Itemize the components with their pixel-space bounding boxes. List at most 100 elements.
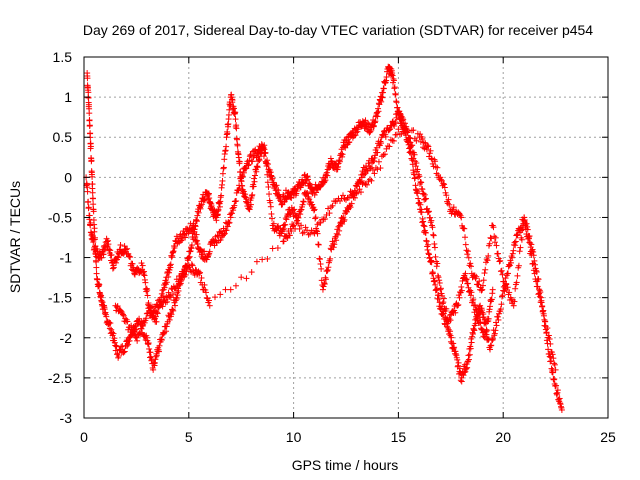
- data-point: [125, 253, 132, 260]
- data-point: [297, 207, 304, 214]
- data-point: [221, 231, 228, 238]
- data-point: [84, 188, 91, 195]
- data-point: [246, 153, 253, 160]
- data-point: [232, 116, 239, 123]
- data-point: [254, 164, 261, 171]
- data-point: [325, 205, 332, 212]
- data-point: [390, 77, 397, 84]
- data-point: [312, 215, 319, 222]
- data-point: [306, 196, 313, 203]
- data-point: [418, 209, 425, 216]
- data-point: [465, 358, 472, 365]
- data-point: [156, 342, 163, 349]
- data-point: [201, 197, 208, 204]
- data-point: [249, 158, 256, 165]
- data-point: [547, 340, 554, 347]
- data-point: [417, 201, 424, 208]
- data-point: [314, 221, 321, 228]
- data-point: [434, 285, 441, 292]
- x-tick-label: 0: [80, 429, 88, 445]
- data-point: [269, 245, 276, 252]
- data-point: [173, 295, 180, 302]
- data-point: [430, 231, 437, 238]
- data-point: [261, 150, 268, 157]
- y-tick-label: -2.5: [48, 370, 72, 386]
- data-point: [91, 225, 98, 232]
- data-point: [463, 247, 470, 254]
- data-point: [96, 281, 103, 288]
- data-point: [506, 262, 513, 269]
- data-point: [193, 231, 200, 238]
- data-point: [269, 215, 276, 222]
- data-point: [414, 188, 421, 195]
- data-point: [324, 172, 331, 179]
- data-point: [267, 203, 274, 210]
- data-point: [469, 330, 476, 337]
- data-point: [274, 223, 281, 230]
- data-point: [432, 281, 439, 288]
- data-point: [236, 182, 243, 189]
- data-point: [299, 230, 306, 237]
- data-point: [432, 253, 439, 260]
- data-point: [213, 217, 220, 224]
- data-point: [377, 165, 384, 172]
- data-point: [264, 171, 271, 178]
- data-point: [516, 248, 523, 255]
- data-point: [222, 286, 229, 293]
- data-point: [517, 244, 524, 251]
- data-point: [436, 277, 443, 284]
- data-point: [551, 361, 558, 368]
- data-point: [136, 315, 143, 322]
- data-point: [131, 271, 138, 278]
- data-point: [390, 137, 397, 144]
- data-point: [492, 234, 499, 241]
- data-point: [182, 234, 189, 241]
- data-point: [168, 311, 175, 318]
- data-point: [186, 253, 193, 260]
- y-axis-label: SDTVAR / TECUs: [7, 181, 23, 293]
- data-point: [216, 203, 223, 210]
- data-point: [188, 242, 195, 249]
- data-point: [488, 296, 495, 303]
- data-point: [514, 272, 521, 279]
- data-point: [217, 291, 224, 298]
- data-point: [380, 151, 387, 158]
- data-point: [389, 72, 396, 79]
- data-point: [455, 359, 462, 366]
- data-point: [420, 222, 427, 229]
- data-point: [387, 136, 394, 143]
- data-point: [138, 260, 145, 267]
- data-point: [90, 236, 97, 243]
- data-point: [103, 313, 110, 320]
- data-point: [86, 110, 93, 117]
- data-point: [93, 270, 100, 277]
- data-point: [392, 91, 399, 98]
- data-point: [108, 251, 115, 258]
- data-point: [86, 122, 93, 129]
- data-point: [368, 127, 375, 134]
- data-point: [236, 158, 243, 165]
- data-point: [251, 178, 258, 185]
- data-point: [250, 183, 257, 190]
- data-point: [269, 175, 276, 182]
- data-point: [226, 219, 233, 226]
- data-point: [85, 89, 92, 96]
- x-tick-label: 15: [391, 429, 407, 445]
- data-point: [158, 336, 165, 343]
- data-point: [90, 201, 97, 208]
- data-point: [245, 161, 252, 168]
- data-point: [245, 162, 252, 169]
- data-point: [144, 292, 151, 299]
- data-point: [232, 282, 239, 289]
- data-point: [142, 279, 149, 286]
- data-point: [225, 219, 232, 226]
- data-point: [491, 239, 498, 246]
- data-point: [279, 226, 286, 233]
- data-point: [153, 318, 160, 325]
- data-point: [88, 157, 95, 164]
- data-point: [410, 127, 417, 134]
- data-point: [461, 369, 468, 376]
- data-point: [424, 246, 431, 253]
- data-point: [249, 191, 256, 198]
- data-point: [89, 181, 96, 188]
